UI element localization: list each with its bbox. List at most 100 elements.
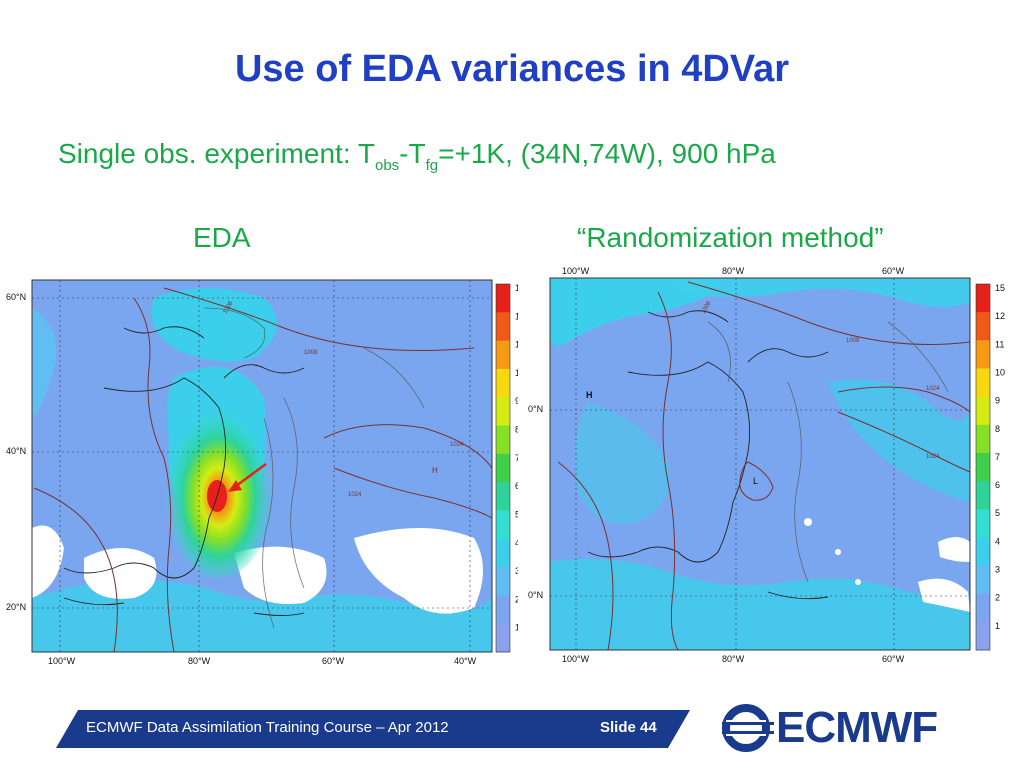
rand-lon-top-100w: 100°W — [562, 266, 590, 276]
rand-colorbar-swatch — [976, 424, 990, 454]
subtitle-mid: -T — [399, 138, 426, 169]
eda-colorbar-tick-label: 7 — [515, 453, 518, 463]
rand-colorbar-swatch — [976, 481, 990, 510]
rand-white-spot-1 — [804, 518, 812, 526]
eda-colorbar-swatch — [496, 595, 510, 625]
eda-colorbar-tick-label: 1 — [515, 623, 518, 633]
eda-colorbar-tick-label: 6 — [515, 481, 518, 491]
rand-colorbar-swatch — [976, 509, 990, 538]
randomization-map-panel: 100°W 80°W 60°W 100°W 80°W 60°W 0°N 0°N … — [528, 262, 1020, 670]
eda-colorbar-swatch — [496, 623, 510, 653]
eda-colorbar-swatch — [496, 368, 510, 398]
eda-colorbar-swatch — [496, 510, 510, 540]
rand-coastlines — [587, 310, 829, 600]
rand-colorbar-swatch — [976, 565, 990, 595]
eda-lat-label-40n: 40°N — [6, 446, 26, 456]
slide-number: Slide 44 — [600, 719, 657, 736]
eda-lon-label-40w: 40°W — [454, 656, 477, 666]
rand-lon-bottom-80w: 80°W — [722, 654, 745, 664]
eda-white-area-4 — [32, 525, 64, 598]
rand-colorbar-tick-label: 1 — [995, 621, 1000, 631]
footer-course-text: ECMWF Data Assimilation Training Course … — [86, 719, 449, 736]
eda-isobar-label-2: 1008 — [304, 350, 318, 356]
slide-subtitle: Single obs. experiment: Tobs-Tfg=+1K, (3… — [58, 138, 776, 174]
eda-colorbar-tick-label: 4 — [515, 538, 518, 548]
eda-map-panel: 60°N 40°N 20°N 100°W 80°W 60°W 40°W H 10… — [4, 268, 525, 668]
rand-colorbar-swatch — [976, 621, 990, 651]
rand-cyan-region-w — [574, 402, 670, 524]
eda-high-label: H — [432, 466, 438, 475]
eda-colorbar-tick-label: 3 — [515, 566, 518, 576]
eda-cyan-region-south — [32, 580, 492, 652]
subtitle-prefix: Single obs. experiment: T — [58, 138, 375, 169]
randomization-heading: “Randomization method” — [577, 222, 884, 253]
eda-heading: EDA — [193, 222, 251, 253]
rand-colorbar-tick-label: 6 — [995, 480, 1000, 490]
rand-lon-bottom-100w: 100°W — [562, 654, 590, 664]
eda-isobar-label-4: 1024 — [348, 492, 362, 498]
rand-thin-contours — [707, 321, 949, 583]
rand-colorbar-swatch — [976, 340, 990, 369]
rand-colorbar-tick-label: 15 — [995, 283, 1005, 293]
rand-colorbar-tick-label: 10 — [995, 367, 1005, 377]
rand-colorbar-swatch — [976, 593, 990, 623]
rand-low-label: L — [753, 476, 758, 486]
eda-lon-label-80w: 80°W — [188, 656, 211, 666]
eda-colorbar-tick-label: 9 — [515, 396, 518, 406]
rand-lon-bottom-60w: 60°W — [882, 654, 905, 664]
rand-isobar-label-4: 1024 — [926, 454, 940, 460]
footer-bar — [56, 710, 690, 748]
rand-colorbar-tick-label: 3 — [995, 565, 1000, 575]
eda-isobar-label-3: 1024 — [450, 442, 464, 448]
eda-lat-label-60n: 60°N — [6, 292, 26, 302]
eda-map-figure: 60°N 40°N 20°N 100°W 80°W 60°W 40°W H 10… — [6, 279, 525, 666]
eda-observation-arrow — [228, 462, 267, 492]
rand-colorbar-tick-label: 12 — [995, 311, 1005, 321]
rand-colorbar-tick-label: 7 — [995, 452, 1000, 462]
rand-cyan-region-s — [550, 558, 970, 650]
rand-white-area-1 — [918, 578, 970, 612]
eda-colorbar-tick-label: 5 — [515, 509, 518, 519]
rand-colorbar-tick-label: 11 — [995, 339, 1004, 349]
eda-colorbar-frame — [495, 283, 511, 653]
rand-colorbar-tick-label: 9 — [995, 396, 1000, 406]
rand-lon-top-60w: 60°W — [882, 266, 905, 276]
rand-isobar-label-3: 1024 — [926, 386, 940, 392]
subtitle-suffix: =+1K, (34N,74W), 900 hPa — [438, 138, 776, 169]
eda-colorbar-swatch — [496, 453, 510, 483]
rand-colorbar-swatch — [976, 368, 990, 398]
eda-cyan-region-north — [151, 288, 277, 362]
eda-lon-label-60w: 60°W — [322, 656, 345, 666]
ecmwf-logo-text: ECMWF — [776, 703, 938, 752]
eda-colorbar-tick-label: 2 — [515, 594, 518, 604]
rand-colorbar-tick-label: 4 — [995, 536, 1000, 546]
rand-white-spot-3 — [855, 579, 861, 585]
rand-colorbar-frame — [975, 283, 991, 651]
eda-colorbar-swatch — [496, 567, 510, 596]
eda-colorbar-tick-label: 10 — [515, 368, 518, 378]
ecmwf-logo-icon — [722, 704, 774, 752]
rand-map-frame — [549, 277, 971, 651]
eda-colorbar-tick-label: 8 — [515, 425, 518, 435]
rand-colorbar-swatch — [976, 396, 990, 426]
subtitle-sub-obs: obs — [374, 157, 400, 174]
eda-colorbar-swatch — [496, 482, 510, 511]
eda-light-region-west — [32, 308, 57, 418]
randomization-map-figure: 100°W 80°W 60°W 100°W 80°W 60°W 0°N 0°N … — [528, 266, 1005, 664]
eda-thin-contours — [203, 307, 425, 629]
rand-lon-top-80w: 80°W — [722, 266, 745, 276]
eda-colorbar-swatch — [496, 312, 510, 342]
rand-colorbar-swatch — [976, 284, 990, 313]
eda-colorbar-swatch — [496, 340, 510, 370]
eda-map-frame — [31, 279, 493, 653]
rand-colorbar: 15 12 11 10 9 8 7 6 5 4 3 2 1 — [975, 283, 1005, 651]
slide-title: Use of EDA variances in 4DVar — [234, 48, 790, 90]
rand-isobars — [557, 281, 971, 651]
eda-colorbar-swatch — [496, 284, 510, 313]
eda-lat-label-20n: 20°N — [6, 602, 26, 612]
rand-colorbar-swatch — [976, 312, 990, 341]
eda-lon-label-100w: 100°W — [48, 656, 76, 666]
rand-colorbar-swatch — [976, 452, 990, 482]
eda-colorbar-tick-label: 12 — [515, 311, 518, 321]
rand-white-spot-2 — [835, 549, 841, 555]
